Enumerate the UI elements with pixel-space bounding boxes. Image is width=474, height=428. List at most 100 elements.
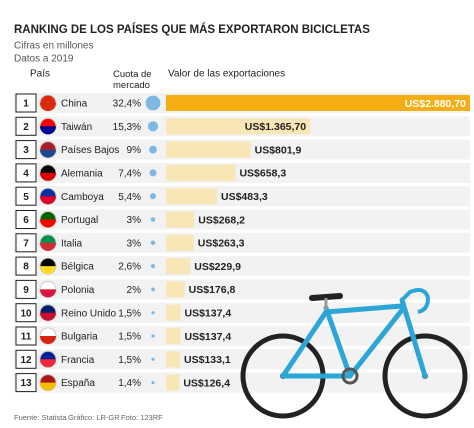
- share-label: 15,3%: [113, 122, 141, 133]
- chart-title: RANKING DE LOS PAÍSES QUE MÁS EXPORTARON…: [14, 23, 370, 36]
- share-dot: [151, 311, 155, 315]
- rank: 6: [23, 215, 29, 226]
- row-band: [14, 186, 470, 207]
- rank-box: [15, 93, 37, 113]
- flag: [40, 382, 56, 391]
- bar: [166, 351, 181, 368]
- share-label: 3%: [127, 215, 142, 226]
- share-dot: [150, 264, 156, 269]
- share-label: 1,4%: [118, 378, 141, 389]
- share-label: 7,4%: [118, 169, 141, 180]
- rank-box: [15, 140, 37, 160]
- value-label: US$1.365,70: [245, 121, 306, 133]
- value-label: US$176,8: [189, 284, 236, 296]
- value-label: US$126,4: [183, 377, 230, 389]
- share-label: 1,5%: [118, 308, 141, 319]
- country-label: Países Bajos: [61, 145, 119, 156]
- bar: [166, 118, 311, 135]
- bar: [166, 211, 195, 228]
- subtitle: Datos a 2019: [14, 54, 74, 65]
- rank-box: [15, 326, 37, 346]
- bar: [166, 95, 470, 111]
- header: País: [30, 69, 50, 80]
- bar: [166, 374, 180, 391]
- share-dot: [151, 381, 155, 385]
- value-label: US$2.880,70: [405, 98, 466, 110]
- flag: [40, 103, 56, 111]
- rank: 12: [20, 355, 32, 366]
- country-label: Polonia: [61, 285, 95, 296]
- country-label: Bélgica: [61, 262, 94, 273]
- country-label: Taiwán: [61, 122, 92, 133]
- rank-box: [15, 116, 37, 136]
- country-label: Italia: [61, 238, 83, 249]
- share-dot: [151, 287, 155, 292]
- value-label: US$263,3: [198, 238, 245, 250]
- bar: [166, 234, 194, 251]
- flag: [40, 359, 56, 368]
- rank: 3: [23, 145, 29, 156]
- rank: 11: [21, 332, 32, 343]
- flag: [40, 312, 56, 321]
- row-band: [14, 349, 470, 370]
- share-label: 1,5%: [118, 355, 141, 366]
- rank: 1: [23, 99, 29, 110]
- row-band: [14, 279, 470, 300]
- share-label: 3%: [127, 238, 142, 249]
- bar: [166, 304, 181, 321]
- value-label: US$268,2: [198, 214, 245, 226]
- flag: [40, 266, 56, 275]
- share-label: 2,6%: [118, 262, 141, 273]
- footer: Fuente: Statista: [14, 413, 67, 422]
- rank-box: [15, 279, 37, 299]
- rank: 13: [20, 378, 32, 389]
- rank: 7: [23, 238, 29, 249]
- rank: 10: [20, 308, 32, 319]
- rank-box: [15, 256, 37, 276]
- header: Valor de las exportaciones: [168, 69, 285, 80]
- country-label: Reino Unido: [61, 308, 116, 319]
- rank-box: [15, 303, 37, 323]
- bar: [166, 188, 218, 205]
- flag: [40, 242, 56, 251]
- rank-box: [15, 186, 37, 206]
- share-dot: [149, 145, 157, 154]
- share-dot: [149, 193, 157, 200]
- country-label: Bulgaria: [61, 332, 98, 343]
- rank: 4: [23, 169, 29, 180]
- flag: [40, 126, 56, 135]
- share-dot: [147, 121, 159, 132]
- bar: [166, 258, 191, 275]
- flag: [40, 289, 56, 298]
- country-label: Alemania: [61, 169, 103, 180]
- value-label: US$801,9: [255, 144, 302, 156]
- row-band: [14, 232, 470, 253]
- country-label: Portugal: [61, 215, 98, 226]
- footer: Foto: 123RF: [121, 413, 163, 422]
- share-label: 1,5%: [118, 332, 141, 343]
- share-label: 32,4%: [113, 99, 141, 110]
- flag: [40, 172, 56, 181]
- share-dot: [150, 240, 156, 246]
- bicycle: [240, 288, 468, 419]
- share-label: 5,4%: [118, 192, 141, 203]
- rank: 5: [23, 192, 29, 203]
- country-label: España: [61, 378, 95, 389]
- row-band: [14, 326, 470, 346]
- footer: Gráfico: LR-GR: [68, 413, 120, 422]
- row-band: [14, 209, 470, 230]
- bar: [166, 164, 236, 181]
- value-label: US$483,3: [221, 191, 268, 203]
- row-band: [14, 256, 470, 277]
- flag: [40, 196, 56, 205]
- rank: 2: [23, 122, 29, 133]
- rank: 8: [23, 262, 29, 273]
- rank-box: [15, 210, 37, 229]
- row-band: [14, 162, 470, 183]
- share-label: 2%: [127, 285, 142, 296]
- share-dot: [150, 217, 156, 222]
- value-label: US$133,1: [184, 354, 231, 366]
- bar: [166, 328, 181, 344]
- flag: [40, 149, 56, 158]
